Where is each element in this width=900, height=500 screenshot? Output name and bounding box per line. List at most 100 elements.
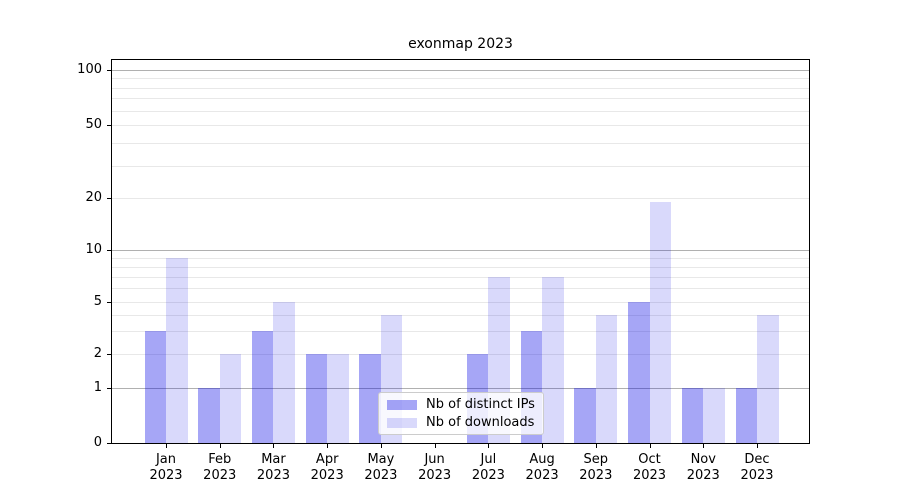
- bar-nb-of-downloads-dec: [757, 314, 779, 443]
- x-tick-month: Jul: [480, 452, 497, 467]
- gridline-90: [112, 78, 809, 80]
- bar-layer: [112, 60, 809, 443]
- legend-swatch-distinct-ips-icon: [387, 399, 417, 410]
- y-tick-label-0: 0: [93, 435, 102, 450]
- bar-nb-of-downloads-aug: [542, 276, 564, 443]
- x-tick-label-jan: Jan 2023: [134, 452, 198, 484]
- bar-nb-of-distinct-ips-mar: [251, 330, 274, 443]
- x-tick-year: 2023: [364, 468, 398, 483]
- bar-nb-of-downloads-apr: [327, 354, 349, 443]
- gridline-60: [112, 110, 809, 112]
- legend-swatch-downloads-icon: [387, 417, 417, 428]
- x-tick-mark-jun: [434, 444, 436, 448]
- x-tick-mark-mar: [273, 444, 275, 448]
- x-tick-mark-aug: [542, 444, 544, 448]
- x-tick-label-nov: Nov 2023: [671, 452, 735, 484]
- bar-nb-of-distinct-ips-nov: [681, 388, 704, 443]
- x-tick-mark-sep: [595, 444, 597, 448]
- x-tick-label-jul: Jul 2023: [456, 452, 520, 484]
- x-tick-mark-dec: [757, 444, 758, 448]
- x-tick-mark-oct: [649, 444, 651, 448]
- gridline-6: [112, 288, 809, 290]
- gridline-3: [112, 330, 809, 332]
- x-tick-year: 2023: [418, 468, 452, 483]
- legend-row-distinct-ips: Nb of distinct IPs: [385, 396, 537, 414]
- y-tick-label-5: 5: [93, 294, 102, 309]
- bar-nb-of-distinct-ips-dec: [735, 388, 757, 443]
- x-tick-label-mar: Mar 2023: [241, 452, 305, 484]
- x-tick-mark-feb: [219, 444, 221, 448]
- x-tick-month: May: [367, 452, 395, 467]
- gridline-80: [112, 87, 809, 89]
- x-tick-year: 2023: [203, 468, 237, 483]
- bar-nb-of-downloads-mar: [273, 302, 295, 443]
- x-tick-mark-jul: [488, 444, 490, 448]
- y-tick-mark-1: [107, 388, 111, 389]
- y-tick-label-2: 2: [93, 346, 102, 361]
- x-tick-label-feb: Feb 2023: [188, 452, 252, 484]
- x-tick-month: Oct: [638, 452, 661, 467]
- x-tick-mark-nov: [703, 444, 705, 448]
- legend-label-distinct-ips: Nb of distinct IPs: [426, 397, 535, 412]
- gridline-20: [112, 198, 809, 199]
- gridline-70: [112, 98, 809, 100]
- y-tick-mark-0: [107, 443, 111, 444]
- x-tick-mark-apr: [327, 444, 329, 448]
- bar-nb-of-downloads-feb: [219, 354, 242, 443]
- y-tick-mark-5: [107, 302, 111, 303]
- y-tick-mark-100: [107, 70, 111, 71]
- x-tick-month: Jan: [155, 452, 177, 467]
- gridline-8: [112, 266, 809, 268]
- x-tick-label-oct: Oct 2023: [618, 452, 682, 484]
- x-tick-label-dec: Dec 2023: [725, 452, 789, 484]
- gridline-4: [112, 314, 809, 316]
- y-tick-label-50: 50: [85, 117, 102, 132]
- bar-nb-of-downloads-oct: [649, 201, 672, 443]
- x-tick-year: 2023: [740, 468, 774, 483]
- x-tick-year: 2023: [632, 468, 667, 483]
- gridline-5: [112, 302, 809, 303]
- y-tick-mark-20: [107, 198, 111, 199]
- y-tick-mark-2: [107, 354, 111, 355]
- x-tick-label-apr: Apr 2023: [295, 452, 359, 484]
- gridline-40: [112, 142, 809, 144]
- legend-label-downloads: Nb of downloads: [426, 415, 535, 430]
- x-tick-year: 2023: [471, 468, 505, 483]
- x-tick-year: 2023: [256, 468, 290, 483]
- x-tick-year: 2023: [149, 468, 183, 483]
- gridline-9: [112, 257, 809, 259]
- gridline-10: [112, 250, 809, 251]
- y-tick-mark-10: [107, 250, 111, 251]
- x-tick-year: 2023: [310, 468, 344, 483]
- y-tick-label-20: 20: [85, 190, 102, 205]
- legend-row-downloads: Nb of downloads: [385, 414, 537, 432]
- x-tick-month: Apr: [315, 452, 339, 467]
- bar-nb-of-distinct-ips-feb: [198, 388, 220, 443]
- gridline-100: [112, 70, 809, 71]
- grid-layer: [112, 60, 809, 443]
- x-tick-year: 2023: [579, 468, 613, 483]
- x-tick-month: Nov: [690, 452, 716, 467]
- x-tick-label-jun: Jun 2023: [403, 452, 467, 484]
- gridline-7: [112, 276, 809, 278]
- x-tick-year: 2023: [686, 468, 720, 483]
- x-tick-month: Sep: [583, 452, 609, 467]
- gridline-30: [112, 165, 809, 167]
- bar-nb-of-distinct-ips-oct: [628, 302, 650, 443]
- bar-nb-of-distinct-ips-sep: [574, 388, 596, 443]
- x-tick-month: Jun: [424, 452, 445, 467]
- bar-nb-of-distinct-ips-apr: [305, 354, 328, 443]
- bar-nb-of-downloads-jan: [166, 257, 188, 443]
- bar-nb-of-distinct-ips-jan: [144, 330, 166, 443]
- bar-nb-of-downloads-sep: [595, 314, 618, 443]
- x-tick-label-may: May 2023: [349, 452, 413, 484]
- y-tick-label-1: 1: [93, 380, 102, 395]
- bar-nb-of-distinct-ips-may: [359, 354, 381, 443]
- x-tick-year: 2023: [525, 468, 559, 483]
- x-tick-label-aug: Aug 2023: [510, 452, 574, 484]
- y-tick-label-10: 10: [85, 242, 102, 257]
- x-tick-label-sep: Sep 2023: [564, 452, 628, 484]
- x-tick-mark-may: [380, 444, 382, 448]
- y-tick-label-100: 100: [77, 62, 102, 77]
